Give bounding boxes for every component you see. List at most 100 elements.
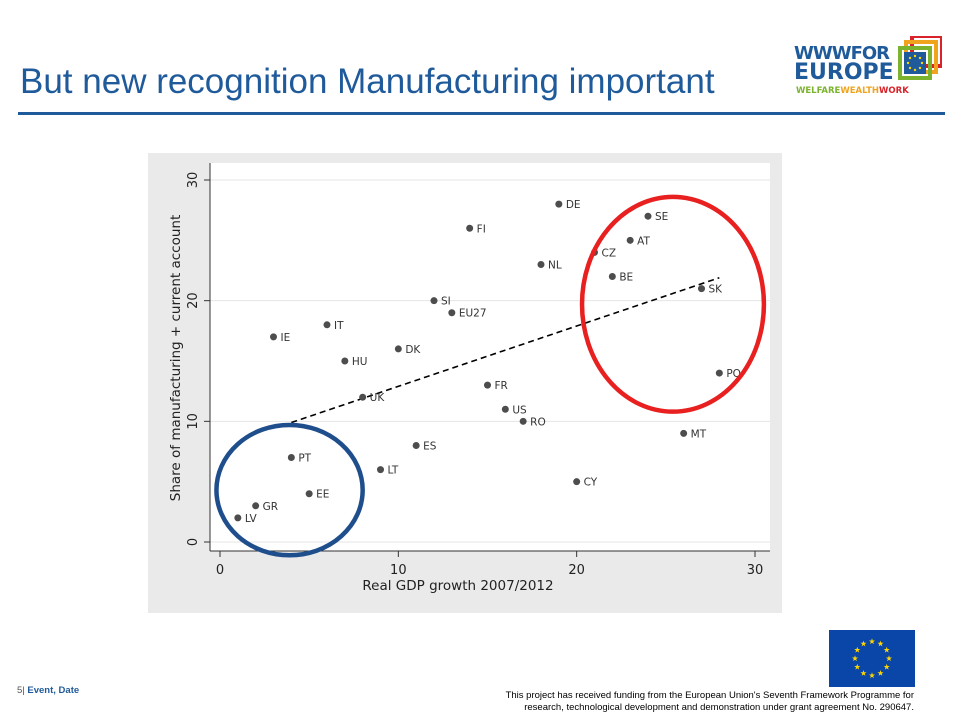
point-label-se: SE (655, 211, 668, 223)
eu-star-icon (868, 638, 876, 645)
x-tick-label-0: 0 (216, 563, 224, 578)
slide-title: But new recognition Manufacturing import… (20, 62, 715, 101)
point-label-de: DE (566, 199, 581, 211)
point-ee (305, 490, 313, 498)
logo-tag-welfare: WELFARE (796, 86, 841, 96)
highlight-ellipse-2 (579, 194, 767, 414)
point-lt (377, 466, 384, 474)
logo-line-wwwfor: WWWFOR (794, 43, 890, 64)
point-label-dk: DK (405, 344, 421, 356)
logo-tag-wealth: WEALTH (840, 86, 880, 96)
point-it (323, 321, 331, 329)
point-label-gr: GR (263, 501, 278, 513)
point-label-fi: FI (477, 223, 486, 235)
point-label-lv: LV (245, 513, 258, 525)
logo-tag-work: WORK (879, 86, 909, 96)
point-nl (537, 260, 545, 268)
eu-star-icon (854, 663, 861, 670)
point-se (644, 212, 652, 220)
eu-star-icon (860, 640, 867, 647)
highlight-ellipses (214, 194, 767, 558)
x-axis-label: Real GDP growth 2007/2012 (362, 578, 553, 594)
point-es (412, 441, 420, 449)
point-eu27 (448, 309, 456, 317)
point-label-mt: MT (691, 428, 707, 440)
point-label-it: IT (334, 320, 344, 332)
footer-event-date: Event, Date (27, 685, 80, 696)
point-label-cz: CZ (602, 247, 617, 259)
eu-star-icon (854, 646, 861, 653)
point-label-sk: SK (709, 284, 724, 296)
point-dk (394, 345, 402, 353)
eu-star-icon (877, 670, 884, 676)
y-tick-label-20: 20 (186, 292, 201, 309)
point-sk (698, 285, 705, 293)
point-label-si: SI (441, 296, 451, 308)
data-points: DESEFIATCZNLBESKSIEU27ITIEDKHUPOFRUKUSRO… (234, 199, 741, 525)
title-divider (18, 112, 945, 115)
point-cy (573, 478, 581, 486)
eu-star-icon (877, 640, 884, 647)
point-gr (252, 502, 260, 510)
funding-line-2: research, technological development and … (524, 702, 914, 713)
point-label-ie: IE (281, 332, 291, 344)
plot-area (210, 163, 770, 551)
eu-star-icon (868, 672, 876, 679)
logo-tagline: WELFAREWEALTHWORK (796, 86, 909, 96)
point-ie (270, 333, 277, 341)
scatter-chart: 0 10 20 30 0 10 20 30 DE SE FI AT CZ NL BE SK SI EU27 IT I… (148, 153, 782, 613)
point-po (715, 369, 723, 377)
point-label-fr: FR (495, 380, 508, 392)
point-at (626, 236, 634, 244)
x-tick-label-30: 30 (747, 563, 764, 578)
x-tick-label-20: 20 (568, 563, 585, 578)
point-label-ro: RO (530, 416, 546, 428)
point-label-uk: UK (370, 392, 386, 404)
point-fi (466, 224, 474, 232)
y-tick-label-30: 30 (186, 172, 201, 189)
page-number: 5 (17, 685, 23, 696)
point-ro (519, 417, 527, 425)
eu-flag-icon (829, 630, 915, 687)
grid-lines (210, 179, 770, 543)
point-label-es: ES (423, 440, 437, 452)
point-label-pt: PT (298, 453, 311, 465)
y-tick-label-0: 0 (186, 538, 201, 546)
logo-squares-icon (898, 36, 942, 80)
point-pt (287, 454, 295, 462)
point-be (608, 273, 616, 281)
point-label-eu27: EU27 (459, 308, 487, 320)
x-tick-label-10: 10 (390, 563, 407, 578)
y-tick-label-10: 10 (186, 413, 201, 430)
footer-page-info: 5| Event, Date (17, 685, 79, 696)
point-lv (234, 514, 242, 522)
funding-acknowledgement: This project has received funding from t… (506, 690, 914, 714)
point-label-at: AT (637, 235, 650, 247)
point-hu (341, 357, 349, 365)
point-uk (359, 393, 367, 401)
point-us (501, 405, 509, 413)
point-mt (680, 429, 688, 437)
eu-star-icon (860, 670, 867, 676)
point-label-nl: NL (548, 259, 562, 271)
point-si (430, 297, 438, 305)
wwwforeurope-logo: WWWFOR EUROPE WELFAREWEALTHWORK (792, 36, 942, 98)
highlight-ellipse-1 (214, 422, 365, 558)
scatter-chart-svg: 0 10 20 30 0 10 20 30 DE SE FI AT CZ NL BE SK SI EU27 IT I… (148, 153, 782, 613)
point-de (555, 200, 563, 208)
logo-line-europe: EUROPE (794, 60, 894, 85)
point-label-be: BE (619, 272, 633, 284)
point-label-ee: EE (316, 489, 329, 501)
footer-separator: | (22, 685, 25, 696)
funding-line-1: This project has received funding from t… (505, 690, 914, 701)
y-axis-label: Share of manufacturing + current account (168, 215, 184, 501)
point-label-us: US (512, 404, 527, 416)
point-label-cy: CY (584, 477, 598, 489)
eu-star-icon (883, 663, 890, 670)
eu-star-icon (883, 646, 890, 653)
point-label-lt: LT (388, 465, 399, 477)
eu-star-icon (885, 655, 893, 662)
point-fr (484, 381, 491, 389)
axes: 0 10 20 30 0 10 20 30 (186, 163, 770, 578)
eu-star-icon (851, 655, 859, 662)
